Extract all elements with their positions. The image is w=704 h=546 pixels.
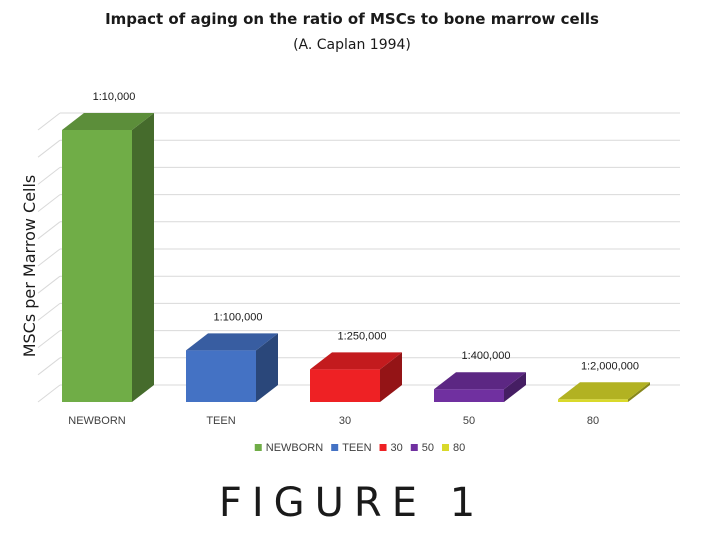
bar-top	[434, 372, 526, 390]
chart-title: Impact of aging on the ratio of MSCs to …	[105, 10, 599, 28]
gridline-edge	[37, 139, 61, 158]
legend-swatch	[442, 444, 450, 451]
legend-entry: 50	[422, 442, 434, 454]
gridline-edge	[37, 221, 61, 240]
data-label: 1:400,000	[462, 350, 511, 362]
figure-caption: FIGURE 1	[218, 480, 486, 526]
bar	[186, 350, 256, 402]
y-axis-label: MSCs per Marrow Cells	[20, 175, 39, 358]
data-label: 1:10,000	[93, 91, 136, 103]
bar-chart: MSCs per Marrow Cells 1:10,000 NEWBORN 1:10…	[20, 91, 680, 454]
gridline-edge	[37, 330, 61, 348]
gridline-edge	[37, 357, 61, 376]
bar	[310, 369, 380, 402]
bar-top	[186, 333, 278, 351]
gridline-edge	[37, 194, 61, 212]
bar	[558, 399, 628, 402]
bar-side	[628, 382, 650, 402]
bar	[434, 389, 504, 402]
bar-top	[62, 113, 154, 130]
legend-swatch	[254, 444, 262, 451]
data-label: 1:2,000,000	[581, 360, 639, 372]
chart-subtitle: (A. Caplan 1994)	[293, 37, 411, 53]
legend-swatch	[410, 444, 418, 451]
legend-entry: TEEN	[342, 442, 371, 454]
bar-top	[558, 382, 650, 400]
x-tick-label: 30	[339, 415, 351, 427]
gridline-edge	[37, 248, 61, 267]
legend-swatch	[331, 444, 339, 451]
bar-top	[310, 352, 402, 370]
gridline-edge	[37, 167, 61, 185]
x-tick-label: NEWBORN	[68, 415, 126, 427]
bar-side	[256, 333, 278, 402]
legend-entry: NEWBORN	[266, 442, 324, 454]
x-tick-label: 50	[463, 415, 475, 427]
x-tick-label: 80	[587, 415, 599, 427]
gridline-edge	[37, 112, 61, 131]
data-label: 1:100,000	[214, 311, 263, 323]
legend-entry: 80	[453, 442, 465, 454]
bar-side	[504, 372, 526, 402]
legend-entry: 30	[391, 442, 403, 454]
bar-side	[380, 352, 402, 402]
bar-side	[132, 113, 154, 402]
gridline-edge	[37, 303, 61, 321]
data-label: 1:250,000	[338, 330, 387, 342]
legend-swatch	[379, 444, 387, 451]
x-tick-label: TEEN	[206, 415, 235, 427]
bar	[62, 130, 132, 402]
gridline-edge	[37, 384, 61, 403]
gridline-edge	[37, 275, 61, 294]
